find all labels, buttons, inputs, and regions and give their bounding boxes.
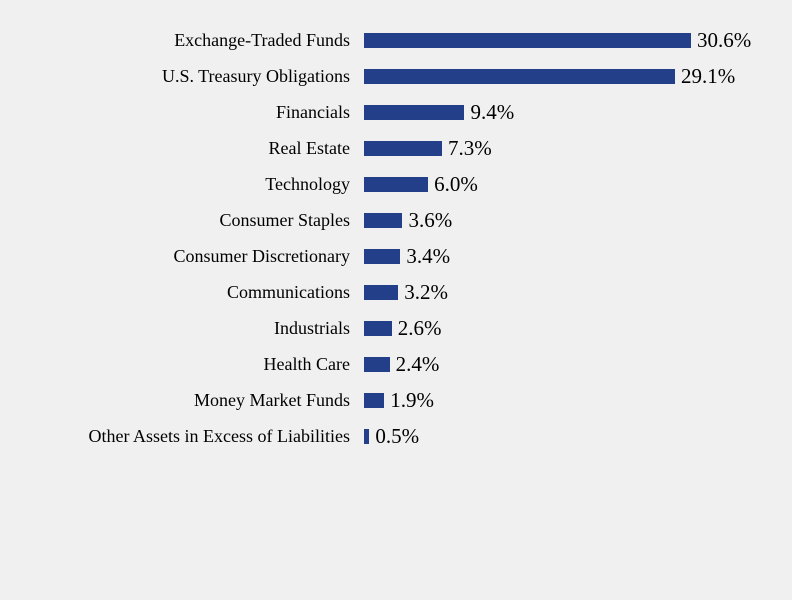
chart-row: Real Estate 7.3% [0, 130, 792, 166]
chart-row: Industrials 2.6% [0, 310, 792, 346]
chart-bar-area: 9.4% [350, 100, 792, 125]
chart-bar-area: 29.1% [350, 64, 792, 89]
chart-row: Other Assets in Excess of Liabilities 0.5… [0, 418, 792, 454]
chart-bar [364, 141, 442, 156]
chart-bar [364, 213, 402, 228]
chart-category-label: U.S. Treasury Obligations [0, 66, 350, 87]
chart-value-label: 9.4% [470, 100, 514, 125]
chart-bar-area: 2.6% [350, 316, 792, 341]
chart-bar [364, 393, 384, 408]
chart-category-label: Other Assets in Excess of Liabilities [0, 426, 350, 447]
chart-category-label: Money Market Funds [0, 390, 350, 411]
chart-bar-area: 6.0% [350, 172, 792, 197]
chart-value-label: 3.2% [404, 280, 448, 305]
chart-value-label: 30.6% [697, 28, 751, 53]
chart-row: Money Market Funds 1.9% [0, 382, 792, 418]
chart-category-label: Technology [0, 174, 350, 195]
chart-bar [364, 357, 390, 372]
chart-value-label: 3.4% [406, 244, 450, 269]
chart-category-label: Communications [0, 282, 350, 303]
chart-row: Technology 6.0% [0, 166, 792, 202]
chart-category-label: Health Care [0, 354, 350, 375]
chart-bar [364, 33, 691, 48]
chart-value-label: 3.6% [408, 208, 452, 233]
chart-category-label: Industrials [0, 318, 350, 339]
chart-row: Consumer Discretionary 3.4% [0, 238, 792, 274]
chart-bar-area: 30.6% [350, 28, 792, 53]
chart-category-label: Financials [0, 102, 350, 123]
chart-row: Financials 9.4% [0, 94, 792, 130]
chart-row: Exchange-Traded Funds 30.6% [0, 22, 792, 58]
chart-bar-area: 1.9% [350, 388, 792, 413]
chart-bar-area: 7.3% [350, 136, 792, 161]
chart-bar-area: 3.4% [350, 244, 792, 269]
chart-row: Health Care 2.4% [0, 346, 792, 382]
chart-value-label: 1.9% [390, 388, 434, 413]
chart-value-label: 6.0% [434, 172, 478, 197]
chart-bar [364, 429, 369, 444]
chart-value-label: 7.3% [448, 136, 492, 161]
chart-bar-area: 0.5% [350, 424, 792, 449]
chart-category-label: Consumer Staples [0, 210, 350, 231]
chart-bar [364, 249, 400, 264]
chart-value-label: 2.4% [396, 352, 440, 377]
chart-value-label: 29.1% [681, 64, 735, 89]
chart-value-label: 2.6% [398, 316, 442, 341]
chart-bar [364, 69, 675, 84]
chart-bar-area: 3.2% [350, 280, 792, 305]
allocation-bar-chart: Exchange-Traded Funds 30.6% U.S. Treasury … [0, 0, 792, 600]
chart-category-label: Real Estate [0, 138, 350, 159]
chart-value-label: 0.5% [375, 424, 419, 449]
chart-bar [364, 177, 428, 192]
chart-bar-area: 3.6% [350, 208, 792, 233]
chart-category-label: Exchange-Traded Funds [0, 30, 350, 51]
chart-row: Consumer Staples 3.6% [0, 202, 792, 238]
chart-category-label: Consumer Discretionary [0, 246, 350, 267]
chart-bar [364, 321, 392, 336]
chart-row: Communications 3.2% [0, 274, 792, 310]
chart-bar-area: 2.4% [350, 352, 792, 377]
chart-bar [364, 285, 398, 300]
chart-bar [364, 105, 464, 120]
chart-row: U.S. Treasury Obligations 29.1% [0, 58, 792, 94]
